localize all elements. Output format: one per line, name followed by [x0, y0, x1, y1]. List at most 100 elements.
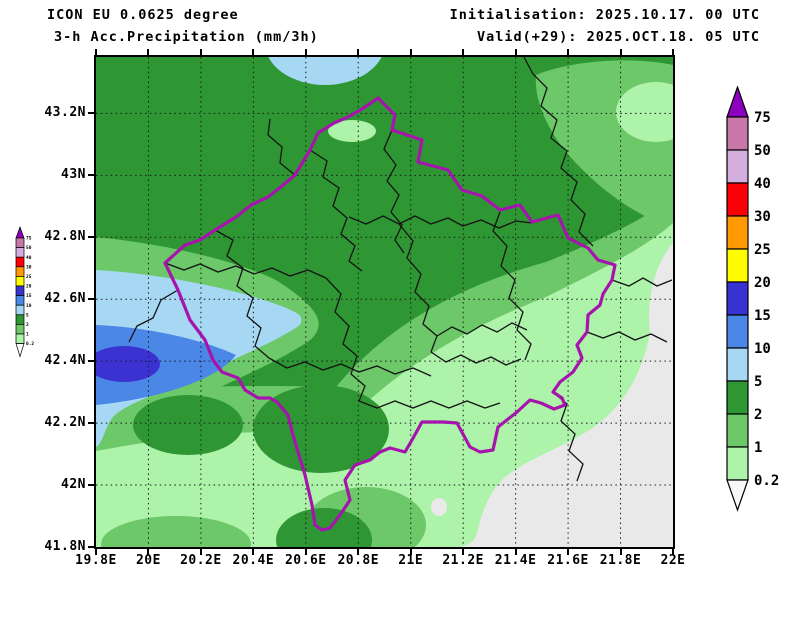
legend-bottom-arrow: [15, 343, 25, 358]
x-tick-label: 20E: [135, 553, 161, 568]
municipality-boundaries: [128, 57, 673, 482]
legend-label: 5: [754, 374, 762, 390]
x-tick: [409, 549, 412, 555]
legend-label: 50: [754, 143, 771, 159]
rain-region-island-below-02mm: [431, 498, 447, 516]
y-tick-label: 42.6N: [44, 291, 86, 307]
x-tick-top: [252, 49, 255, 55]
legend-label: 30: [754, 209, 771, 225]
x-tick-label: 21.8E: [599, 553, 642, 568]
x-tick: [462, 549, 465, 555]
x-tick: [619, 549, 622, 555]
legend-segment: [726, 248, 749, 283]
y-tick: [88, 174, 94, 177]
legend-segment: [15, 276, 25, 287]
legend-label: 2: [754, 407, 762, 423]
x-tick: [672, 549, 674, 555]
rain-region-north-tip-02-1mm: [328, 120, 376, 142]
x-tick: [567, 549, 570, 555]
x-tick: [147, 549, 150, 555]
legend-segment: [15, 304, 25, 316]
legend-label: 25: [26, 274, 32, 280]
x-tick: [357, 549, 360, 555]
legend-label: 25: [754, 242, 771, 258]
rain-region-south-2-5mm-a: [253, 385, 389, 473]
x-tick-label: 19.8E: [75, 553, 117, 568]
x-tick: [95, 549, 97, 555]
legend-label: 75: [754, 110, 771, 126]
y-tick: [88, 422, 94, 425]
legend-label: 0.2: [26, 341, 34, 347]
y-tick: [88, 112, 94, 115]
legend-label: 20: [26, 284, 32, 290]
rain-region-west-15-20mm: [96, 346, 160, 382]
product-title: 3-h Acc.Precipitation (mm/3h): [54, 29, 319, 45]
y-tick-label: 42.8N: [44, 229, 86, 245]
x-tick-top: [514, 49, 517, 55]
mini-colorbar: 75 50 40 30 25 20 15 10 5 2 1 0.2: [15, 226, 34, 358]
legend-segment: [15, 247, 25, 258]
legend-segment: [726, 149, 749, 184]
legend-segment: [726, 446, 749, 481]
x-tick-top: [199, 49, 202, 55]
model-title: ICON EU 0.0625 degree: [47, 7, 239, 23]
legend-label: 10: [26, 303, 32, 309]
legend-segment: [15, 237, 25, 248]
x-tick-top: [619, 49, 622, 55]
colorbar: 75 50 40 30 25 20 15 10 5 2 1 0.2: [726, 86, 779, 512]
x-tick: [199, 549, 202, 555]
legend-label: 30: [26, 264, 32, 270]
rain-region-ne-02-1mm: [616, 82, 673, 142]
legend-top-arrow: [726, 86, 749, 118]
rain-region-west-10-15mm: [96, 325, 236, 405]
legend-label: 50: [26, 245, 32, 251]
legend-label: 1: [754, 440, 762, 456]
y-tick: [88, 484, 94, 487]
map-frame: [94, 55, 675, 549]
legend-label: 2: [26, 322, 29, 328]
legend-label: 10: [754, 341, 771, 357]
legend-label: 0.2: [754, 473, 779, 489]
legend-segment: [726, 281, 749, 316]
y-tick-label: 43N: [61, 167, 86, 183]
legend-label: 20: [754, 275, 771, 291]
x-tick-top: [672, 49, 674, 55]
x-tick-top: [462, 49, 465, 55]
legend-segment: [726, 380, 749, 415]
x-tick: [514, 549, 517, 555]
rain-region-se-below-02mm: [454, 243, 673, 547]
x-tick-top: [95, 49, 97, 55]
y-tick-label: 41.8N: [44, 539, 86, 554]
legend-segment: [15, 256, 25, 268]
x-tick-label: 20.4E: [232, 553, 275, 568]
legend-segment: [15, 295, 25, 306]
x-tick-top: [304, 49, 307, 55]
legend-bottom-arrow: [726, 479, 749, 512]
x-tick: [304, 549, 307, 555]
precipitation-map: [96, 57, 673, 547]
kosovo-border: [163, 96, 617, 532]
legend-label: 15: [26, 293, 32, 299]
legend-segment: [726, 116, 749, 151]
rain-region-sw-corner-1-2mm: [101, 516, 251, 547]
x-tick-label: 20.6E: [284, 553, 327, 568]
x-tick-label: 21.2E: [442, 553, 484, 568]
valid-time: Valid(+29): 2025.OCT.18. 05 UTC: [477, 29, 760, 45]
legend-segment: [726, 347, 749, 382]
y-tick-label: 42.4N: [44, 353, 86, 369]
legend-label: 1: [26, 332, 29, 338]
legend-segment: [726, 314, 749, 349]
x-tick-label: 21.4E: [494, 553, 537, 568]
y-tick-label: 43.2N: [44, 105, 86, 121]
x-tick-top: [147, 49, 150, 55]
x-tick: [252, 549, 255, 555]
legend-segment: [15, 324, 25, 335]
legend-label: 5: [26, 312, 29, 318]
init-time: Initialisation: 2025.10.17. 00 UTC: [449, 7, 760, 23]
y-tick: [88, 546, 94, 548]
legend-segment: [15, 333, 25, 344]
x-tick-label: 21.6E: [547, 553, 589, 568]
rain-region-south-2-5mm-c: [276, 508, 372, 547]
legend-label: 15: [754, 308, 771, 324]
